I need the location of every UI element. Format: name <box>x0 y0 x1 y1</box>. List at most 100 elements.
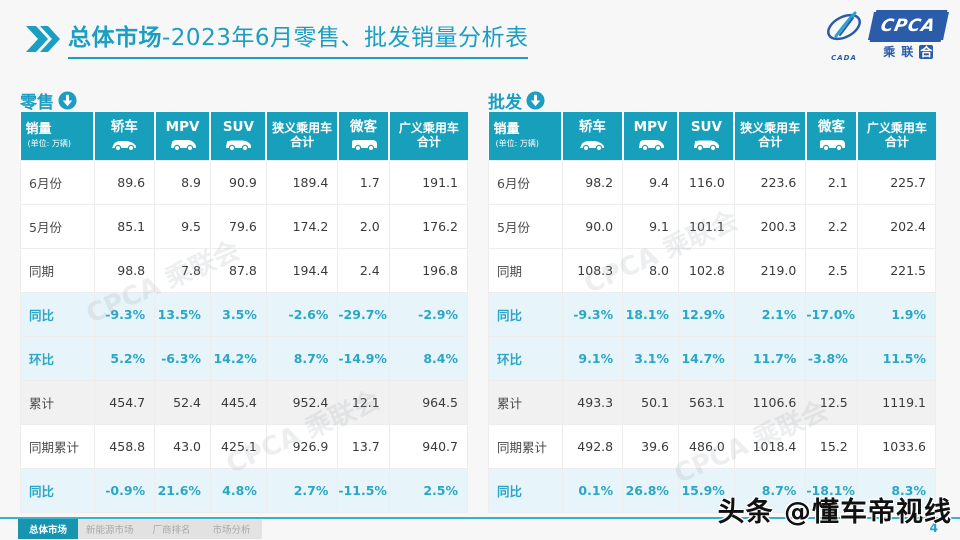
footer-tab-inactive[interactable]: 新能源市场 <box>78 519 142 539</box>
logo-cpca-text: CPCA <box>868 12 949 40</box>
table-row: 同期累计 492.8 39.6 486.0 1018.4 15.2 1033.6 <box>488 423 937 469</box>
wholesale-label-text: 批发 <box>488 93 522 113</box>
column-header: SUV <box>678 112 736 160</box>
table-cell: 926.9 <box>265 423 339 469</box>
table-cell: 116.0 <box>677 159 735 205</box>
logo-sub-char: 乘 <box>883 45 902 59</box>
row-label: 6月份 <box>488 159 563 205</box>
wholesale-table: CPCA 乘联会 CPCA 乘联会 销量(单位: 万辆)轿车MPVSUV狭义乘用… <box>488 112 937 513</box>
logo-sub-char: 合 <box>919 45 934 59</box>
van-icon <box>807 138 856 152</box>
column-header: 销量 (单位: 万辆) <box>488 112 564 160</box>
column-header-label: 轿车 <box>110 118 138 135</box>
table-row: 同比 0.1% 26.8% 15.9% 8.7% -18.1% 8.3% <box>488 467 937 513</box>
column-header-label: 微客 <box>350 118 378 135</box>
table-cell: 200.3 <box>733 203 807 249</box>
suv-icon <box>211 138 265 152</box>
column-header: 狭义乘用车 合计 <box>266 112 339 160</box>
table-cell: 2.2 <box>805 203 858 249</box>
table-cell: 50.1 <box>622 379 679 425</box>
page-title-rest: -2023年6月零售、批发销量分析表 <box>162 25 529 51</box>
table-cell: 8.0 <box>622 247 679 293</box>
row-label: 同期累计 <box>20 423 95 469</box>
table-cell: 445.4 <box>209 379 267 425</box>
table-cell: -18.1% <box>805 467 858 513</box>
page-title-section: 总体市场 <box>68 25 162 51</box>
table-cell: 13.5% <box>154 291 211 337</box>
table-row: 同期 108.3 8.0 102.8 219.0 2.5 221.5 <box>488 247 937 293</box>
footer-tab-inactive[interactable]: 厂商排名 <box>141 519 202 539</box>
table-cell: -2.6% <box>265 291 339 337</box>
table-cell: 225.7 <box>856 159 937 205</box>
table-cell: 563.1 <box>677 379 735 425</box>
suv-icon <box>679 138 733 152</box>
table-cell: 174.2 <box>265 203 339 249</box>
table-cell: 8.7% <box>733 467 807 513</box>
column-header-label: 狭义乘用车 <box>740 120 801 135</box>
table-cell: 0.1% <box>561 467 624 513</box>
table-cell: 202.4 <box>856 203 937 249</box>
table-cell: 12.9% <box>677 291 735 337</box>
row-label: 同比 <box>20 291 95 337</box>
table-cell: 15.2 <box>805 423 858 469</box>
column-header: 轿车 <box>562 112 624 160</box>
table-cell: 486.0 <box>677 423 735 469</box>
table-cell: 191.1 <box>388 159 469 205</box>
table-cell: 89.6 <box>93 159 156 205</box>
column-header: 广义乘用车 合计 <box>389 112 468 160</box>
van-icon <box>339 138 388 152</box>
column-header: 轿车 <box>94 112 156 160</box>
row-label: 同期 <box>20 247 95 293</box>
row-label: 6月份 <box>20 159 95 205</box>
table-cell: 1.7 <box>337 159 390 205</box>
column-header-label: 销量 <box>25 121 52 137</box>
footer-divider <box>0 517 960 519</box>
table-cell: 21.6% <box>154 467 211 513</box>
table-cell: 90.9 <box>209 159 267 205</box>
table-cell: 9.4 <box>622 159 679 205</box>
column-header-label: SUV <box>222 118 254 135</box>
table-cell: 8.9 <box>154 159 211 205</box>
row-label: 累计 <box>488 379 563 425</box>
table-row: 累计 454.7 52.4 445.4 952.4 12.1 964.5 <box>20 379 469 425</box>
logo-cada-text: CADA <box>831 54 857 62</box>
table-cell: 2.1% <box>733 291 807 337</box>
table-cell: 492.8 <box>561 423 624 469</box>
table-row: 同比 -0.9% 21.6% 4.8% 2.7% -11.5% 2.5% <box>20 467 469 513</box>
footer-tab-inactive[interactable]: 市场分析 <box>201 519 262 539</box>
table-cell: 11.7% <box>733 335 807 381</box>
column-header: MPV <box>622 112 680 160</box>
footer-tab-active[interactable]: 总体市场 <box>18 519 78 539</box>
table-cell: 952.4 <box>265 379 339 425</box>
table-cell: 26.8% <box>622 467 679 513</box>
table-cell: 454.7 <box>93 379 156 425</box>
table-header-row: 销量 (单位: 万辆) 轿车 MPV SUV 狭义乘用车 合计 微客 广义乘用车 合计 <box>488 112 936 160</box>
column-header: 销量 (单位: 万辆) <box>20 112 96 160</box>
column-header-label: 合计 <box>416 134 441 149</box>
table-cell: 1106.6 <box>733 379 807 425</box>
logo-text-block: CPCA 乘联合 <box>868 12 949 60</box>
table-cell: 223.6 <box>733 159 807 205</box>
column-header-label: SUV <box>690 118 722 135</box>
table-cell: 176.2 <box>388 203 469 249</box>
table-cell: 79.6 <box>209 203 267 249</box>
table-row: 5月份 85.1 9.5 79.6 174.2 2.0 176.2 <box>20 203 469 249</box>
table-cell: 85.1 <box>93 203 156 249</box>
page-title: 总体市场-2023年6月零售、批发销量分析表 <box>68 18 529 59</box>
table-cell: 12.5 <box>805 379 858 425</box>
table-cell: 15.9% <box>677 467 735 513</box>
table-cell: 221.5 <box>856 247 937 293</box>
table-cell: 39.6 <box>622 423 679 469</box>
column-header-label: MPV <box>633 118 668 135</box>
table-cell: 52.4 <box>154 379 211 425</box>
sedan-icon <box>563 138 621 152</box>
table-cell: 194.4 <box>265 247 339 293</box>
column-header: 狭义乘用车 合计 <box>734 112 807 160</box>
row-label: 同比 <box>488 467 563 513</box>
table-cell: 87.8 <box>209 247 267 293</box>
table-cell: 43.0 <box>154 423 211 469</box>
table-cell: 189.4 <box>265 159 339 205</box>
table-cell: -6.3% <box>154 335 211 381</box>
table-cell: -29.7% <box>337 291 390 337</box>
table-cell: 2.0 <box>337 203 390 249</box>
